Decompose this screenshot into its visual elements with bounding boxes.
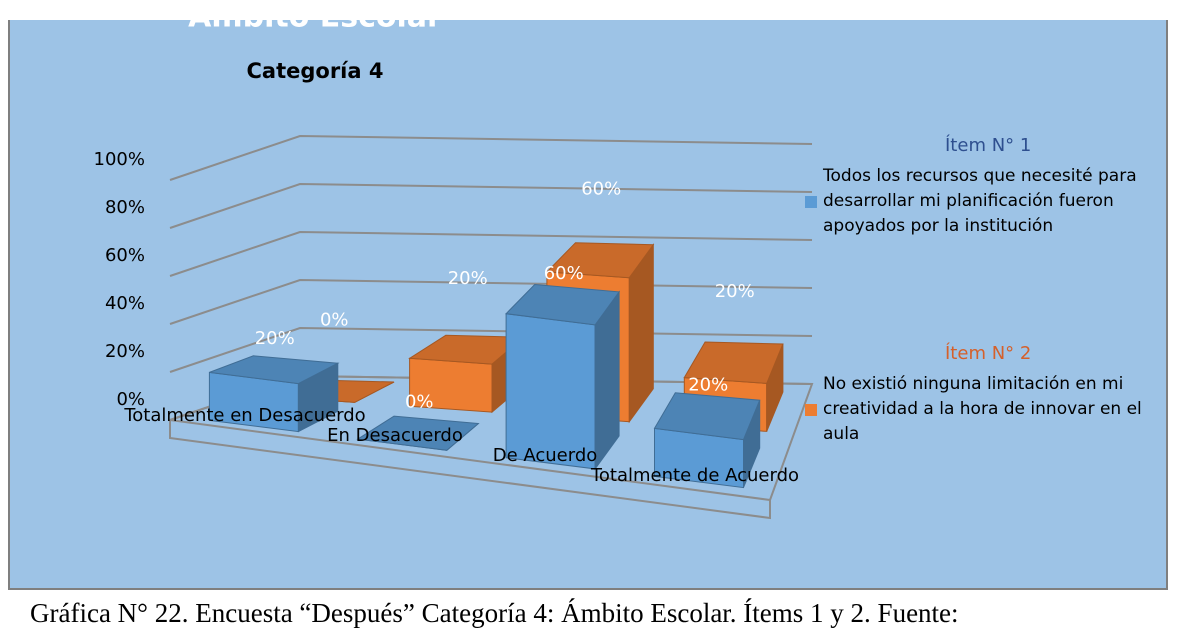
x-tick-label: De Acuerdo bbox=[493, 445, 598, 466]
data-label: 60% bbox=[581, 178, 621, 199]
y-tick-label: 0% bbox=[116, 389, 145, 410]
legend-swatch bbox=[805, 195, 817, 208]
grid-line bbox=[169, 134, 813, 181]
data-label: 60% bbox=[544, 263, 584, 284]
data-label: 0% bbox=[405, 391, 434, 412]
legend: Ítem N° 1 Todos los recursos que necesit… bbox=[805, 135, 1175, 239]
y-tick-label: 100% bbox=[94, 149, 145, 170]
legend-header: Ítem N° 1 bbox=[945, 135, 1032, 156]
legend-entry: No existió ninguna limitación en mi crea… bbox=[823, 374, 1142, 444]
y-tick-label: 60% bbox=[105, 245, 145, 266]
data-label: 20% bbox=[448, 268, 488, 289]
bar bbox=[505, 283, 621, 471]
bar bbox=[356, 415, 480, 451]
bar bbox=[653, 392, 761, 489]
legend-swatch bbox=[805, 403, 817, 416]
x-tick-label: En Desacuerdo bbox=[327, 425, 463, 446]
y-tick-label: 40% bbox=[105, 293, 145, 314]
bar-top bbox=[683, 341, 784, 384]
data-label: 20% bbox=[688, 374, 728, 395]
data-label: 20% bbox=[255, 328, 295, 349]
grid-line bbox=[169, 182, 813, 229]
y-tick-label: 80% bbox=[105, 197, 145, 218]
grid-line bbox=[169, 230, 813, 277]
bar-top bbox=[209, 355, 340, 385]
legend-entry: Todos los recursos que necesité para des… bbox=[823, 166, 1137, 236]
floor-edge bbox=[169, 420, 771, 520]
bar-top bbox=[545, 242, 655, 279]
chart-subtitle: Categoría 4 bbox=[247, 59, 384, 83]
chart-title: Ámbito Escolar bbox=[188, 0, 442, 35]
data-label: 0% bbox=[320, 309, 349, 330]
bar-top bbox=[653, 392, 761, 441]
caption: Gráfica N° 22. Encuesta “Después” Catego… bbox=[30, 598, 959, 628]
data-label: 20% bbox=[715, 281, 755, 302]
bar bbox=[208, 355, 340, 433]
chart: Ámbito Escolar Categoría 4 0% 20% 40% 60% 80… bbox=[93, 0, 814, 520]
x-tick-label: Totalmente en Desacuerdo bbox=[123, 405, 365, 426]
legend: Ítem N° 2 No existió ninguna limitación … bbox=[805, 343, 1175, 447]
x-tick-label: Totalmente de Acuerdo bbox=[590, 465, 799, 486]
bar-top bbox=[505, 283, 621, 326]
legend-header: Ítem N° 2 bbox=[945, 343, 1032, 364]
y-tick-label: 20% bbox=[105, 341, 145, 362]
bar-top bbox=[356, 415, 480, 451]
